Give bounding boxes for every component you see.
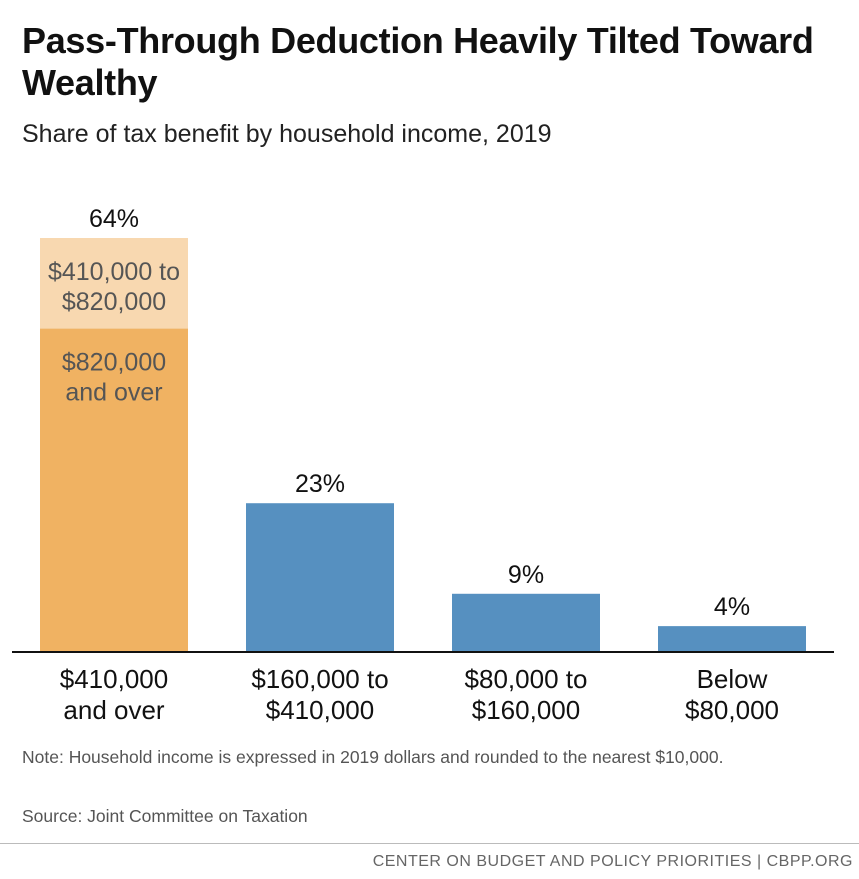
bar-2 [452,593,600,652]
category-label-2: $80,000 to $160,000 [465,664,588,725]
bar-1 [246,503,394,652]
chart-subtitle: Share of tax benefit by household income… [22,120,552,148]
bar-segment-0-0 [40,328,188,652]
category-label-0: $410,000 and over [60,664,168,725]
bars-group [40,238,806,652]
chart-title: Pass-Through Deduction Heavily Tilted To… [22,20,814,103]
footer-divider [0,843,859,844]
bar-segment-0-1 [40,238,188,329]
segment-label-0-1: $410,000 to $820,000 [48,258,180,316]
value-label-3: 4% [714,593,750,621]
segment-label-0-0: $820,000 and over [62,349,166,407]
category-label-1: $160,000 to $410,000 [251,664,388,725]
value-label-0: 64% [89,205,139,233]
bar-chart: $820,000 and over $410,000 to $820,000 64% $4… [12,205,834,725]
footer-credit: CENTER ON BUDGET AND POLICY PRIORITIES |… [372,853,853,870]
chart-source: Source: Joint Committee on Taxation [22,806,308,826]
category-label-3: Below $80,000 [685,664,779,725]
value-label-1: 23% [295,470,345,498]
chart-note: Note: Household income is expressed in 2… [22,747,724,767]
labels-group: $820,000 and over $410,000 to $820,000 64% $4… [48,205,779,725]
bar-3 [658,626,806,652]
value-label-2: 9% [508,561,544,589]
